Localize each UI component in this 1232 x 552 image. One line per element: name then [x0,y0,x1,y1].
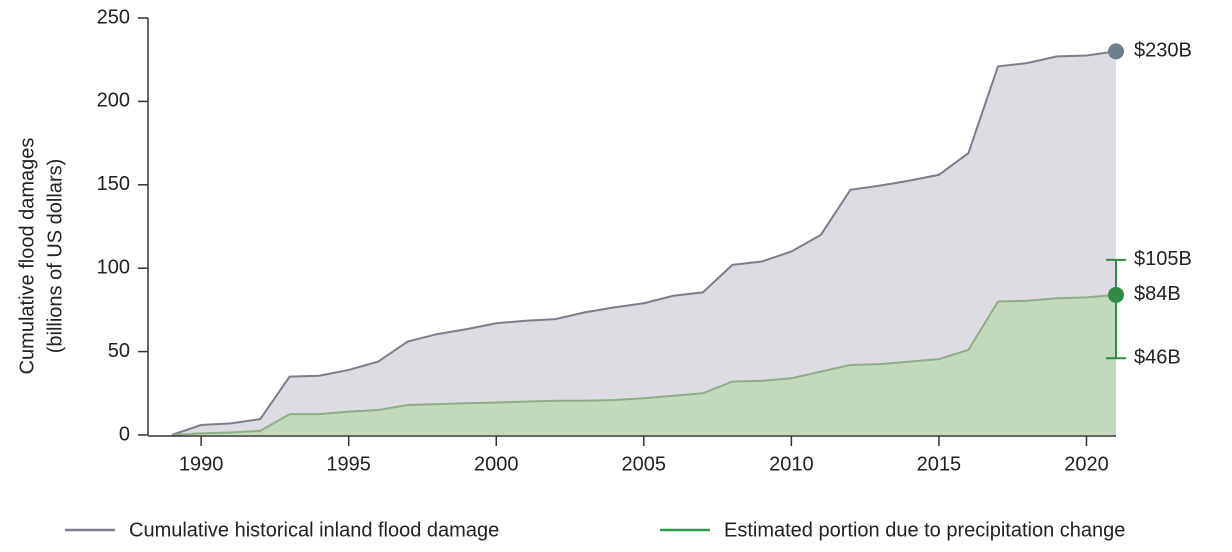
y-tick-label: 250 [97,6,130,28]
x-tick-label: 1990 [179,453,224,475]
area-line [171,293,1117,436]
end-label: $84B [1134,283,1181,305]
x-tick-label: 1995 [326,453,371,475]
x-tick-label: 2015 [917,453,962,475]
end-point [1108,286,1124,303]
y-tick-label: 100 [97,256,130,278]
y-axis-label: Cumulative flood damages [16,138,38,375]
y-tick-label: 200 [97,90,130,112]
area-fill [171,51,1117,436]
range-label: $46B [1134,347,1181,369]
range-label: $105B [1134,248,1192,270]
x-tick-label: 2010 [769,453,814,475]
y-tick-label: 150 [97,173,130,195]
area-fill [171,294,1117,435]
x-tick-label: 2000 [474,453,519,475]
area-line [171,50,1117,436]
x-tick-label: 2005 [622,453,667,475]
end-point [1108,43,1124,60]
end-label: $230B [1134,40,1192,62]
x-tick-label: 2020 [1064,453,1109,475]
y-tick-label: 50 [108,340,130,362]
y-axis-label: (billions of US dollars) [44,159,66,354]
y-tick-label: 0 [119,423,130,445]
legend-label: Estimated portion due to precipitation c… [724,519,1125,541]
legend-label: Cumulative historical inland flood damag… [129,519,499,541]
